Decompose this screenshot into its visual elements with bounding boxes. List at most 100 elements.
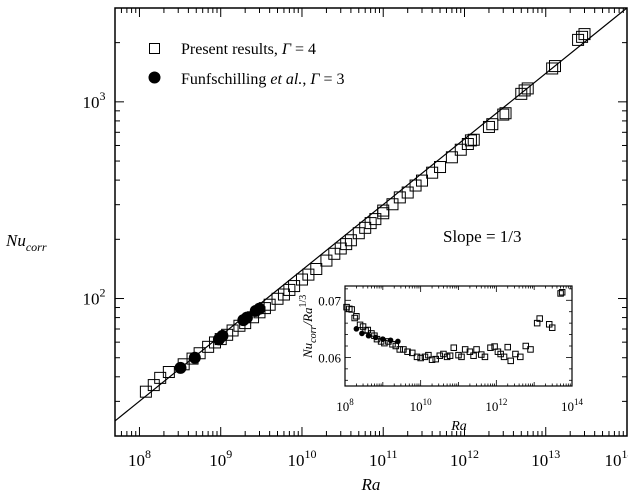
present-point	[283, 283, 296, 296]
main-x-axis-label: Ra	[361, 475, 381, 494]
main-y-tick-label: 102	[83, 286, 106, 309]
present-point	[401, 186, 414, 199]
present-point	[202, 340, 215, 353]
inset-present-point	[428, 356, 436, 363]
inset-present-point	[413, 353, 421, 361]
slope-fit-line	[114, 7, 628, 422]
inset-present-point	[404, 348, 411, 355]
inset-present-point	[470, 352, 477, 359]
inset-present-point	[409, 349, 416, 357]
present-point	[549, 60, 562, 73]
legend: Present results, Γ = 4 Funfschilling et …	[148, 41, 344, 88]
present-point	[295, 273, 308, 286]
present-point	[445, 151, 458, 164]
present-point	[576, 30, 589, 43]
inset-x-tick-label: 1014	[561, 397, 584, 414]
inset-present-point	[446, 352, 454, 359]
main-y-tick-label: 103	[83, 89, 106, 112]
main-x-tick-label: 1013	[531, 447, 560, 470]
legend-label-funfschilling: Funfschilling et al., Γ = 3	[181, 71, 344, 88]
inset-present-point	[348, 306, 355, 313]
inset-background	[345, 286, 572, 386]
inset-x-axis-label: Ra	[450, 419, 467, 434]
inset-present-point	[491, 343, 498, 350]
present-point	[486, 118, 499, 131]
legend-label-present-results: Present results, Γ = 4	[181, 41, 316, 58]
present-point	[434, 161, 447, 174]
inset-present-point	[558, 289, 566, 296]
main-x-tick-label: 109	[209, 447, 232, 470]
inset-present-point	[432, 355, 439, 363]
inset-present-point	[507, 357, 514, 365]
inset-present-point	[527, 346, 534, 353]
funfschilling-point	[240, 311, 253, 324]
inset-present-point	[364, 326, 372, 334]
legend-marker-present-results	[149, 43, 160, 54]
inset-present-point	[396, 346, 404, 353]
inset-present-point	[458, 353, 465, 361]
present-point	[578, 28, 591, 41]
inset-y-axis-label: Nucorr/Ra1/3	[298, 295, 319, 359]
inset-present-point	[522, 342, 530, 350]
present-point	[310, 262, 323, 275]
inset-present-point	[421, 353, 429, 361]
inset-present-point	[351, 314, 358, 322]
present-point	[467, 133, 480, 146]
main-x-tick-label: 1012	[450, 447, 479, 470]
present-point	[386, 198, 399, 211]
legend-marker-funfschilling	[148, 71, 161, 84]
inset-present-point	[466, 348, 474, 355]
inset-y-tick-label: 0.06	[318, 350, 341, 365]
main-x-tick-label: 108	[128, 447, 151, 470]
inset-y-tick-label: 0.07	[318, 293, 341, 308]
present-point	[288, 280, 301, 293]
inset-x-tick-label: 1012	[485, 397, 507, 414]
present-point	[464, 134, 477, 147]
main-data-points	[139, 28, 591, 398]
present-point	[546, 62, 559, 75]
inset-funfschilling-point	[380, 336, 386, 342]
slope-annotation: Slope = 1/3	[443, 227, 522, 246]
main-axis-ticks	[114, 7, 628, 437]
main-x-tick-label: 1011	[369, 447, 398, 470]
main-x-tick-label: 1010	[287, 447, 316, 470]
inset-present-point	[473, 346, 480, 353]
inset-axis-ticks	[344, 286, 573, 386]
inset-present-point	[436, 352, 444, 359]
present-point	[497, 108, 510, 121]
present-point	[344, 234, 357, 247]
funfschilling-point	[253, 302, 266, 315]
inset-x-tick-label: 108	[336, 397, 354, 414]
inset-present-point	[536, 315, 543, 322]
inset-present-point	[353, 313, 360, 320]
inset-funfschilling-point	[395, 338, 401, 345]
inset-present-point	[557, 290, 564, 297]
inset-funfschilling-point	[365, 332, 372, 339]
inset-present-point	[504, 343, 511, 351]
present-point	[415, 174, 428, 187]
inset-funfschilling-point	[372, 334, 379, 341]
main-plot: 10810910101011101210131014102103 Nucorr …	[5, 7, 628, 494]
present-point	[518, 84, 531, 97]
inset-funfschilling-point	[353, 326, 360, 332]
main-x-tick-label: 1014	[605, 447, 628, 470]
present-point	[364, 217, 377, 230]
main-tick-labels: 108 109 1010 1011 1012 1013 1014 102 103	[83, 89, 628, 470]
inset-present-point	[500, 353, 508, 361]
inset-funfschilling-point	[387, 337, 394, 344]
inset-plot: 108 1010 1012 1014 0.06 0.07 Nucorr/Ra1/3 Ra	[298, 285, 584, 434]
inset-funfschilling-point	[359, 330, 365, 337]
present-point	[409, 179, 422, 192]
inset-present-point	[487, 344, 494, 351]
present-point	[320, 254, 333, 267]
inset-present-point	[450, 344, 458, 351]
inset-present-point	[481, 353, 489, 361]
inset-present-point	[548, 324, 556, 331]
present-point	[340, 238, 353, 251]
present-point	[482, 120, 495, 133]
present-point	[271, 292, 284, 305]
main-y-axis-label: Nucorr	[5, 231, 47, 254]
inset-present-point	[417, 354, 424, 362]
inset-x-tick-label: 1010	[410, 397, 433, 414]
